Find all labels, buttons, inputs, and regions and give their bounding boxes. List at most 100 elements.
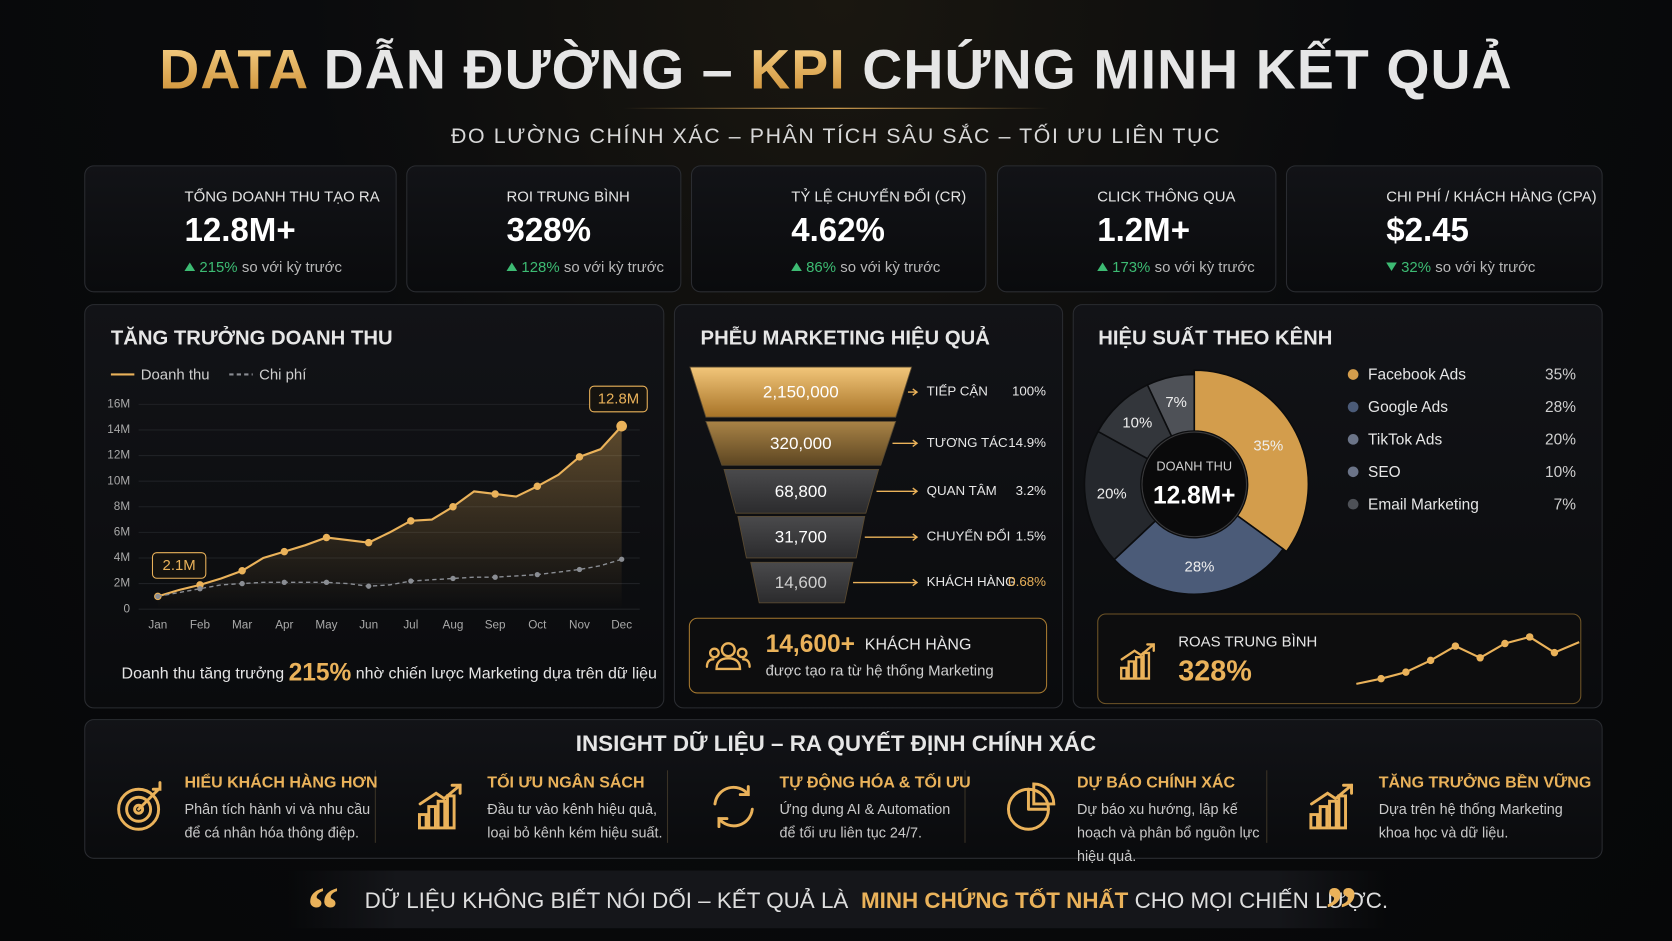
change-value: 215% xyxy=(199,258,238,276)
kpi-change: 215% so với kỳ trước xyxy=(184,258,342,276)
point xyxy=(616,420,627,432)
point xyxy=(492,574,498,580)
slice xyxy=(1113,514,1285,596)
change-note: so với kỳ trước xyxy=(840,258,941,276)
quote-part: DỮ LIỆU KHÔNG BIẾT NÓI DỐI – KẾT QUẢ LÀ xyxy=(364,888,849,914)
icon-part xyxy=(417,813,428,830)
quote-mark: “ xyxy=(307,873,340,941)
point xyxy=(575,453,584,461)
insight-text: Phân tích hành vi và nhu cầu để cá nhân … xyxy=(184,801,371,841)
icon-part xyxy=(736,647,748,659)
kpi-label: ROI TRUNG BÌNH xyxy=(506,187,630,205)
kpi-change: 128% so với kỳ trước xyxy=(506,258,664,276)
icon-part xyxy=(125,795,153,823)
x-tick-label: Jan xyxy=(148,618,167,631)
icon-part xyxy=(1309,813,1320,830)
kpi-label: TỶ LỆ CHUYỂN ĐỔI (CR) xyxy=(791,187,967,205)
y-tick-label: 0 xyxy=(124,602,131,615)
point xyxy=(408,578,414,584)
kpi-value: 1.2M+ xyxy=(1097,211,1191,249)
stage-arrow xyxy=(876,487,919,496)
insight-title: DỰ BÁO CHÍNH XÁC xyxy=(1076,773,1236,792)
point xyxy=(491,490,499,498)
slice-label: 20% xyxy=(1097,486,1127,503)
change-note: so với kỳ trước xyxy=(563,258,664,276)
trend-arrow xyxy=(1097,262,1108,271)
y-tick-label: 10M xyxy=(107,474,130,487)
legend-value: 20% xyxy=(1545,431,1576,448)
legend-dot xyxy=(1347,369,1359,380)
stage-value: 68,800 xyxy=(775,482,827,501)
stage-pct: 14.9% xyxy=(1008,435,1046,450)
line xyxy=(157,558,622,598)
icon-part xyxy=(713,785,754,829)
kpi-card xyxy=(406,165,682,293)
quote-text: DỮ LIỆU KHÔNG BIẾT NÓI DỐI – KẾT QUẢ LÀ … xyxy=(365,890,1388,912)
change-note: so với kỳ trước xyxy=(241,258,342,276)
icon-part xyxy=(418,783,462,806)
point xyxy=(239,580,245,587)
stage-arrow xyxy=(853,578,919,587)
slice xyxy=(1146,373,1196,438)
legend-dot xyxy=(1347,434,1359,445)
icon-part xyxy=(427,805,437,830)
slice-label: 10% xyxy=(1122,415,1152,432)
legend-label: Doanh thu xyxy=(141,366,210,383)
insight-panel xyxy=(84,719,1603,859)
title-part: DATA xyxy=(159,39,308,102)
funnel-stage xyxy=(723,469,880,514)
funnel-stage xyxy=(705,420,897,466)
slice xyxy=(1193,369,1310,553)
icon-part xyxy=(1134,656,1143,680)
spark-point xyxy=(1476,654,1484,662)
x-tick-label: Feb xyxy=(190,618,211,631)
icon-part xyxy=(1310,783,1354,806)
icon-part xyxy=(445,794,456,830)
change-note: so với kỳ trước xyxy=(1435,258,1536,276)
stage-label: QUAN TÂM xyxy=(927,483,997,498)
slice-label: 35% xyxy=(1253,438,1283,455)
stage-label: CHUYỂN ĐỔI xyxy=(927,529,1011,544)
area xyxy=(157,426,622,610)
stage-value: 14,600 xyxy=(775,573,827,592)
legend-label: TikTok Ads xyxy=(1368,431,1442,448)
spark-point xyxy=(1550,648,1559,657)
center-label: DOANH THU xyxy=(1156,459,1232,474)
legend-label: Chi phí xyxy=(259,366,307,383)
legend-dot xyxy=(1347,401,1359,413)
stage-arrow xyxy=(907,388,919,396)
icon-part xyxy=(1337,794,1348,830)
kpi-label: CHI PHÍ / KHÁCH HÀNG (CPA) xyxy=(1386,187,1597,205)
x-tick-label: Jul xyxy=(403,618,418,631)
panel-title: TĂNG TRƯỞNG DOANH THU xyxy=(110,327,393,350)
change-value: 86% xyxy=(806,258,837,276)
icon-part xyxy=(708,647,720,659)
title-part: CHỨNG MINH KẾT QUẢ xyxy=(862,39,1513,102)
insight-title: TĂNG TRƯỞNG BỀN VỮNG xyxy=(1378,773,1592,792)
insight-title: INSIGHT DỮ LIỆU – RA QUYẾT ĐỊNH CHÍNH XÁ… xyxy=(575,731,1097,757)
icon xyxy=(417,783,462,830)
insight-text: Dựa trên hệ thống Marketing khoa học và … xyxy=(1378,801,1563,841)
insight-title: TỐI ƯU NGÂN SÁCH xyxy=(487,773,645,792)
icon xyxy=(117,781,162,831)
annotation: 2.1M xyxy=(163,557,196,574)
title-part: DẪN ĐƯỜNG – xyxy=(323,39,734,102)
annotation-box xyxy=(151,552,207,579)
spark-point xyxy=(1426,656,1435,665)
callout-label: KHÁCH HÀNG xyxy=(864,635,972,655)
note-highlight: 215% xyxy=(288,658,352,687)
icon-part xyxy=(1120,643,1155,661)
icon-part xyxy=(720,642,736,658)
funnel-callout xyxy=(688,617,1048,694)
quote-bar xyxy=(287,870,1387,929)
stage-pct: 100% xyxy=(1012,384,1046,399)
stage-arrow xyxy=(864,533,919,541)
icon-part xyxy=(1026,782,1056,811)
legend-value: 35% xyxy=(1545,367,1576,384)
kpi-change: 32% so với kỳ trước xyxy=(1386,259,1535,274)
donut-hole xyxy=(1141,431,1248,538)
insight-title: TỰ ĐỘNG HÓA & TỐI ƯU xyxy=(779,773,971,792)
legend-value: 10% xyxy=(1545,464,1576,481)
point xyxy=(281,579,287,585)
